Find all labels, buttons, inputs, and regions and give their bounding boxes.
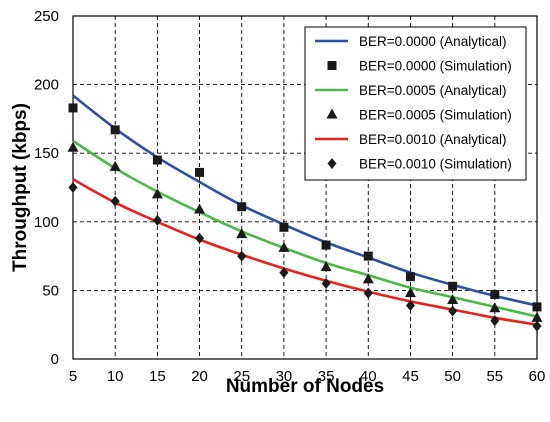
data-point bbox=[67, 141, 79, 152]
data-point bbox=[405, 299, 415, 311]
legend-box bbox=[304, 26, 527, 181]
data-point bbox=[237, 250, 247, 262]
x-tick-label: 35 bbox=[318, 368, 335, 385]
x-axis-title: Number of Nodes bbox=[226, 376, 384, 397]
data-point bbox=[236, 228, 248, 239]
data-point bbox=[321, 278, 331, 290]
data-point bbox=[363, 287, 373, 299]
data-point bbox=[279, 267, 289, 279]
y-tick-label: 200 bbox=[34, 77, 59, 94]
data-point bbox=[110, 195, 120, 207]
data-point bbox=[195, 232, 205, 244]
y-tick-label: 150 bbox=[34, 145, 59, 162]
y-axis-title: Throughput (kbps) bbox=[10, 103, 31, 272]
data-point bbox=[195, 167, 205, 177]
legend-label: BER=0.0005 (Simulation) bbox=[359, 108, 512, 123]
data-point bbox=[110, 125, 120, 135]
y-tick-label: 250 bbox=[34, 8, 59, 25]
x-tick-label: 25 bbox=[233, 368, 250, 385]
legend-label: BER=0.0010 (Analytical) bbox=[359, 132, 506, 147]
data-point bbox=[490, 315, 500, 327]
legend-marker-swatch bbox=[327, 158, 337, 169]
x-tick-label: 10 bbox=[107, 368, 124, 385]
data-point bbox=[490, 290, 500, 300]
data-point bbox=[152, 155, 162, 165]
x-tick-label: 60 bbox=[529, 368, 546, 385]
legend-label: BER=0.0005 (Analytical) bbox=[359, 83, 506, 98]
data-point bbox=[447, 294, 459, 305]
data-point bbox=[109, 160, 121, 171]
x-tick-label: 55 bbox=[486, 368, 503, 385]
data-point bbox=[321, 240, 331, 250]
data-point bbox=[404, 287, 416, 298]
x-tick-label: 20 bbox=[191, 368, 208, 385]
legend-label: BER=0.0000 (Analytical) bbox=[359, 34, 506, 49]
x-tick-label: 45 bbox=[402, 368, 419, 385]
data-point bbox=[68, 182, 78, 193]
legend-marker-swatch bbox=[326, 108, 338, 119]
data-point bbox=[531, 311, 543, 322]
data-point bbox=[362, 273, 374, 284]
x-tick-label: 5 bbox=[69, 368, 77, 385]
data-point bbox=[68, 103, 78, 113]
data-point bbox=[320, 261, 332, 272]
data-point bbox=[237, 202, 247, 212]
data-point bbox=[278, 241, 290, 252]
axis-ticks: 5 10 15 20 25 30 35 40 45 50 55 60 0 50 100 150 200 250 bbox=[34, 8, 545, 385]
data-series bbox=[67, 94, 543, 332]
data-point bbox=[532, 302, 542, 312]
y-tick-label: 50 bbox=[42, 282, 59, 299]
x-tick-label: 15 bbox=[149, 368, 166, 385]
data-point bbox=[279, 222, 289, 232]
data-point bbox=[194, 203, 206, 214]
y-tick-label: 100 bbox=[34, 214, 59, 231]
data-point bbox=[363, 251, 373, 261]
x-tick-label: 50 bbox=[444, 368, 461, 385]
legend-marker-swatch bbox=[327, 61, 337, 70]
legend-label: BER=0.0000 (Simulation) bbox=[359, 59, 512, 74]
data-point bbox=[152, 214, 162, 226]
data-point bbox=[405, 272, 415, 282]
data-point bbox=[151, 188, 163, 199]
legend-label: BER=0.0010 (Simulation) bbox=[359, 157, 512, 172]
y-tick-label: 0 bbox=[51, 351, 59, 368]
series-line bbox=[72, 139, 538, 318]
data-point bbox=[448, 305, 458, 317]
x-tick-label: 30 bbox=[276, 368, 293, 385]
data-point bbox=[532, 320, 542, 332]
x-tick-label: 40 bbox=[360, 368, 377, 385]
data-point bbox=[489, 302, 501, 313]
legend: BER=0.0000 (Analytical) BER=0.0000 (Simul… bbox=[304, 26, 527, 181]
data-point bbox=[448, 281, 458, 291]
